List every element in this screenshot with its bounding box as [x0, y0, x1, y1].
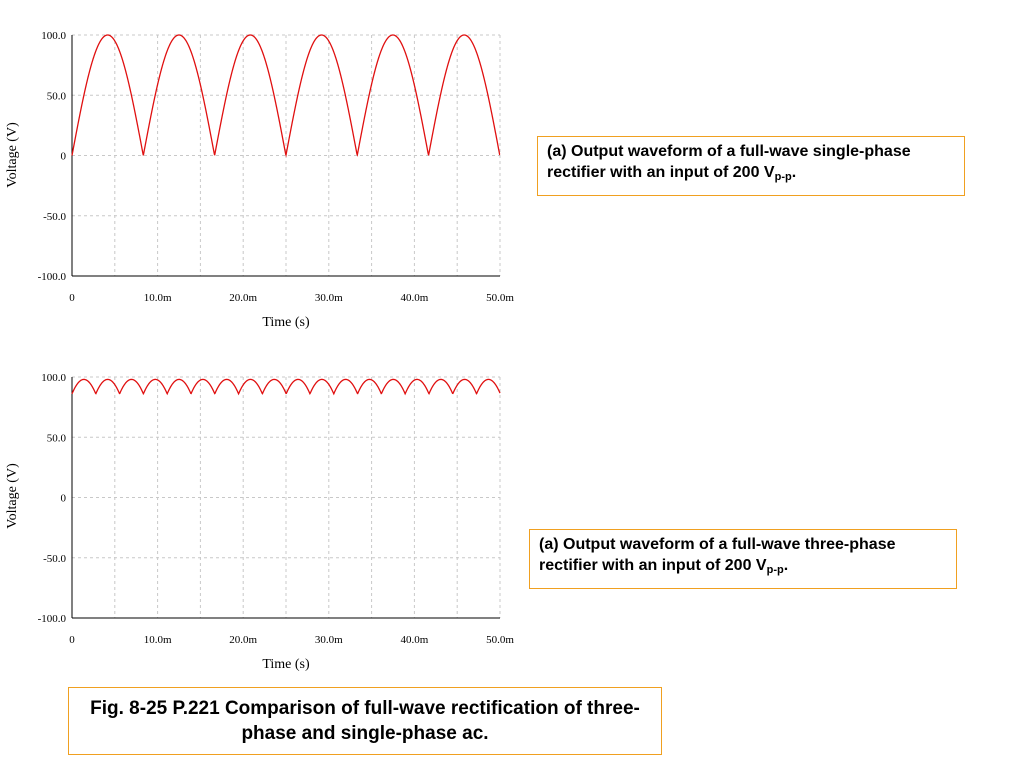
caption-end: . — [783, 557, 789, 574]
caption-subscript: p-p — [774, 171, 792, 183]
x-tick-label: 50.0m — [486, 292, 514, 304]
x-tick-label: 20.0m — [229, 634, 257, 646]
single-phase-waveform-line — [71, 34, 501, 158]
y-axis-title: Voltage (V) — [5, 463, 20, 529]
y-tick-labels: 100.0 50.0 0 -50.0 -100.0 — [38, 30, 67, 283]
x-axis-title: Time (s) — [262, 657, 310, 672]
caption-subscript: p-p — [766, 564, 784, 576]
three-phase-waveform-line — [71, 378, 501, 396]
y-tick-label: 0 — [61, 493, 67, 505]
x-tick-label: 10.0m — [144, 292, 172, 304]
y-tick-label: 100.0 — [41, 30, 66, 42]
figure-caption-text: Fig. 8-25 P.221 Comparison of full-wave … — [90, 698, 640, 744]
x-tick-labels: 0 10.0m 20.0m 30.0m 40.0m 50.0m — [69, 634, 514, 646]
y-tick-label: 100.0 — [41, 372, 66, 384]
x-tick-label: 40.0m — [400, 634, 428, 646]
y-tick-label: -50.0 — [43, 553, 66, 565]
caption-text: (a) Output waveform of a full-wave three… — [539, 536, 896, 574]
x-tick-label: 10.0m — [144, 634, 172, 646]
y-axis-title: Voltage (V) — [5, 122, 20, 188]
y-tick-label: -50.0 — [43, 211, 66, 223]
x-tick-label: 50.0m — [486, 634, 514, 646]
single-phase-caption: (a) Output waveform of a full-wave singl… — [537, 136, 965, 196]
x-tick-label: 20.0m — [229, 292, 257, 304]
caption-end: . — [791, 164, 797, 181]
x-tick-labels: 0 10.0m 20.0m 30.0m 40.0m 50.0m — [69, 292, 514, 304]
y-tick-label: 0 — [61, 151, 67, 163]
x-tick-label: 0 — [69, 292, 75, 304]
caption-text: (a) Output waveform of a full-wave singl… — [547, 143, 911, 181]
x-tick-label: 0 — [69, 634, 75, 646]
x-tick-label: 30.0m — [315, 292, 343, 304]
single-phase-chart: 100.0 50.0 0 -50.0 -100.0 0 10.0m 20.0m 30.0m 40… — [5, 30, 514, 330]
x-tick-label: 30.0m — [315, 634, 343, 646]
grid — [71, 376, 501, 619]
y-tick-label: -100.0 — [38, 271, 67, 283]
x-tick-label: 40.0m — [400, 292, 428, 304]
y-tick-label: -100.0 — [38, 613, 67, 625]
three-phase-caption: (a) Output waveform of a full-wave three… — [529, 529, 957, 589]
figure-caption: Fig. 8-25 P.221 Comparison of full-wave … — [68, 687, 662, 755]
y-tick-labels: 100.0 50.0 0 -50.0 -100.0 — [38, 372, 67, 625]
x-axis-title: Time (s) — [262, 315, 310, 330]
y-tick-label: 50.0 — [47, 90, 67, 102]
y-tick-label: 50.0 — [47, 432, 67, 444]
three-phase-chart: 100.0 50.0 0 -50.0 -100.0 0 10.0m 20.0m 30.0m 40… — [5, 372, 514, 672]
